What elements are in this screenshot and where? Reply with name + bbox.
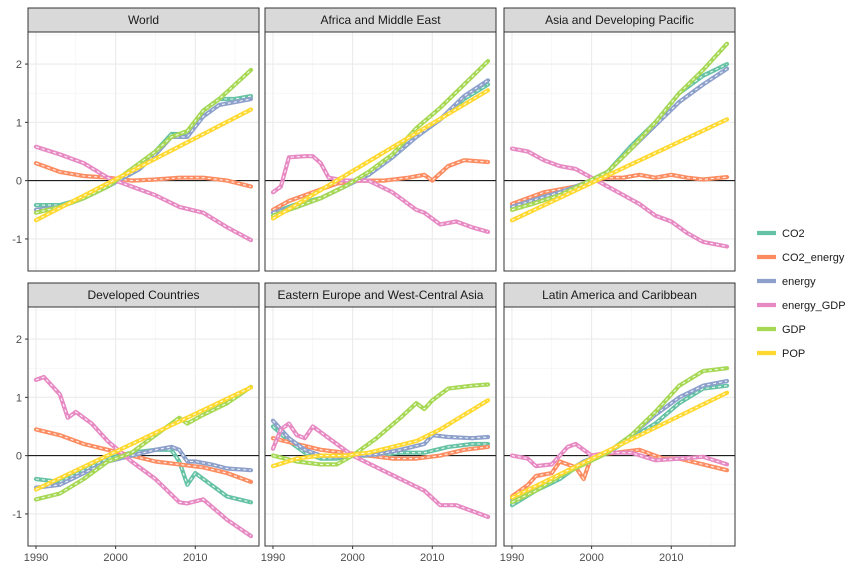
series-line-pop	[270, 88, 491, 221]
series-dash-energy_gdp	[35, 376, 252, 537]
series-dash-co2_energy	[35, 162, 252, 188]
series-dash-pop	[35, 109, 252, 221]
panel-title: Asia and Developing Pacific	[545, 13, 694, 27]
legend-label: energy_GDP	[782, 300, 846, 312]
legend-item-pop: POP	[757, 348, 805, 360]
series-dash-energy_gdp	[35, 146, 252, 241]
legend-label: energy	[782, 276, 816, 288]
panel-world: World -1 0 1 2	[12, 7, 260, 272]
x-tick-label: 2000	[340, 552, 364, 564]
x-tick-label: 2000	[103, 552, 127, 564]
legend-item-co2_energy: CO2_energy	[757, 252, 845, 264]
panel-title: Africa and Middle East	[320, 13, 441, 27]
panel-border	[503, 31, 736, 272]
y-tick-label: 0	[16, 176, 22, 188]
series-dash-co2	[35, 449, 252, 503]
series-dash-co2_energy	[35, 428, 252, 483]
series-dash-gdp	[35, 69, 252, 214]
panel-border	[27, 306, 260, 547]
x-tick-label: 1990	[261, 552, 285, 564]
legend-item-gdp: GDP	[757, 324, 806, 336]
series-dash-energy	[511, 68, 728, 208]
y-tick-label: 2	[16, 59, 22, 71]
x-tick-label: 2010	[183, 552, 207, 564]
series-dash-energy_gdp	[272, 155, 489, 233]
series-dash-gdp	[272, 60, 489, 217]
panel-border	[264, 31, 497, 272]
x-tick-label: 2000	[579, 552, 603, 564]
series-dash-energy_gdp	[511, 148, 728, 248]
panel-strip	[264, 282, 497, 308]
y-tick-label: -1	[12, 234, 22, 246]
legend-item-energy_gdp: energy_GDP	[757, 300, 846, 312]
legend-item-energy: energy	[757, 276, 816, 288]
panel-title: Eastern Europe and West-Central Asia	[278, 288, 484, 302]
y-tick-label: 2	[16, 334, 22, 346]
panel-strip	[503, 7, 736, 33]
series-line-pop	[509, 117, 730, 223]
series-dash-pop	[511, 392, 728, 499]
panel-border	[27, 31, 260, 272]
panel-developed-countries: Developed Countries -1 0 1 2 1990 2000 2010	[12, 282, 260, 564]
series-dash-co2_energy	[272, 437, 489, 460]
x-tick-label: 1990	[500, 552, 524, 564]
panel-border	[264, 306, 497, 547]
series-dash-co2_energy	[511, 174, 728, 205]
series-dash-pop	[35, 386, 252, 490]
series-dash-energy_gdp	[272, 422, 489, 518]
panel-latin-america-and-caribbean: Latin America and Caribbean 1990 2000 2010	[500, 282, 736, 564]
panel-strip	[27, 7, 260, 33]
x-tick-label: 2010	[659, 552, 683, 564]
panel-strip	[264, 7, 497, 33]
series-dash-pop	[272, 399, 489, 467]
panels-group: World -1 0 1 2 Africa and Middle East Asia and…	[12, 7, 736, 564]
legend-label: GDP	[782, 324, 806, 336]
legend-item-co2: CO2	[757, 228, 805, 240]
series-dash-gdp	[35, 386, 252, 500]
y-tick-label: 1	[16, 392, 22, 404]
x-tick-label: 2010	[420, 552, 444, 564]
x-tick-label: 1990	[24, 552, 48, 564]
panel-asia-and-developing-pacific: Asia and Developing Pacific	[503, 7, 736, 272]
series-dash-energy	[35, 446, 252, 489]
panel-eastern-europe-and-west-central-asia: Eastern Europe and West-Central Asia 1990…	[261, 282, 497, 564]
legend-label: CO2_energy	[782, 252, 845, 264]
y-tick-label: 1	[16, 117, 22, 129]
panel-title: Developed Countries	[87, 288, 199, 302]
series-dash-co2	[511, 385, 728, 506]
panel-title: Latin America and Caribbean	[542, 288, 697, 302]
series-dash-gdp	[511, 43, 728, 211]
y-tick-label: -1	[12, 509, 22, 521]
panel-africa-and-middle-east: Africa and Middle East	[264, 7, 497, 272]
series-dash-gdp	[272, 383, 489, 465]
legend-label: CO2	[782, 228, 805, 240]
panel-title: World	[128, 13, 159, 27]
panel-border	[503, 306, 736, 547]
legend-label: POP	[782, 348, 805, 360]
series-dash-energy	[272, 420, 489, 458]
series-line-co2_energy	[270, 158, 491, 212]
y-tick-label: 0	[16, 451, 22, 463]
series-line-energy_gdp	[509, 441, 730, 469]
